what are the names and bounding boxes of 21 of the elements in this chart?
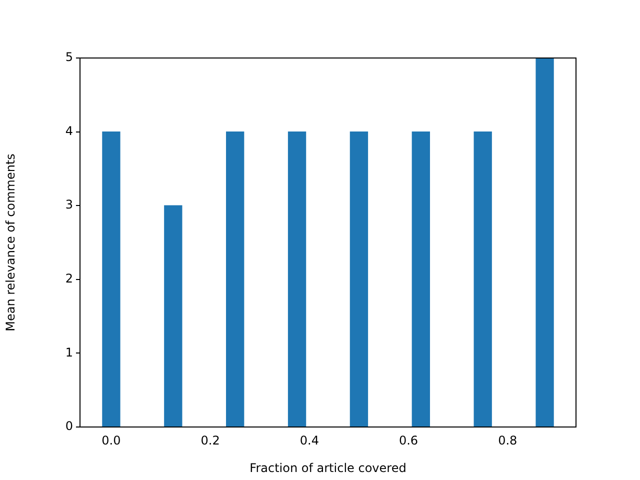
x-tick-label: 0.0 xyxy=(102,433,121,448)
x-tick-label: 0.8 xyxy=(498,433,518,448)
y-axis-title: Mean relevance of comments xyxy=(3,154,18,332)
bar xyxy=(474,131,492,427)
x-tick-label: 0.4 xyxy=(300,433,319,448)
y-tick-label: 3 xyxy=(65,198,73,212)
y-tick-label: 2 xyxy=(65,272,73,286)
bar xyxy=(412,131,430,427)
bar xyxy=(164,205,182,427)
y-tick-label: 5 xyxy=(65,50,73,64)
bar xyxy=(536,58,554,427)
bar xyxy=(226,131,244,427)
bar xyxy=(102,131,120,427)
x-axis-title: Fraction of article covered xyxy=(250,460,406,475)
bar xyxy=(350,131,368,427)
bar xyxy=(288,131,306,427)
x-tick-label: 0.2 xyxy=(200,433,220,448)
y-tick-label: 1 xyxy=(65,345,73,360)
x-tick-label: 0.6 xyxy=(398,433,418,448)
y-tick-label: 4 xyxy=(65,124,73,138)
y-tick-label: 0 xyxy=(65,419,73,434)
